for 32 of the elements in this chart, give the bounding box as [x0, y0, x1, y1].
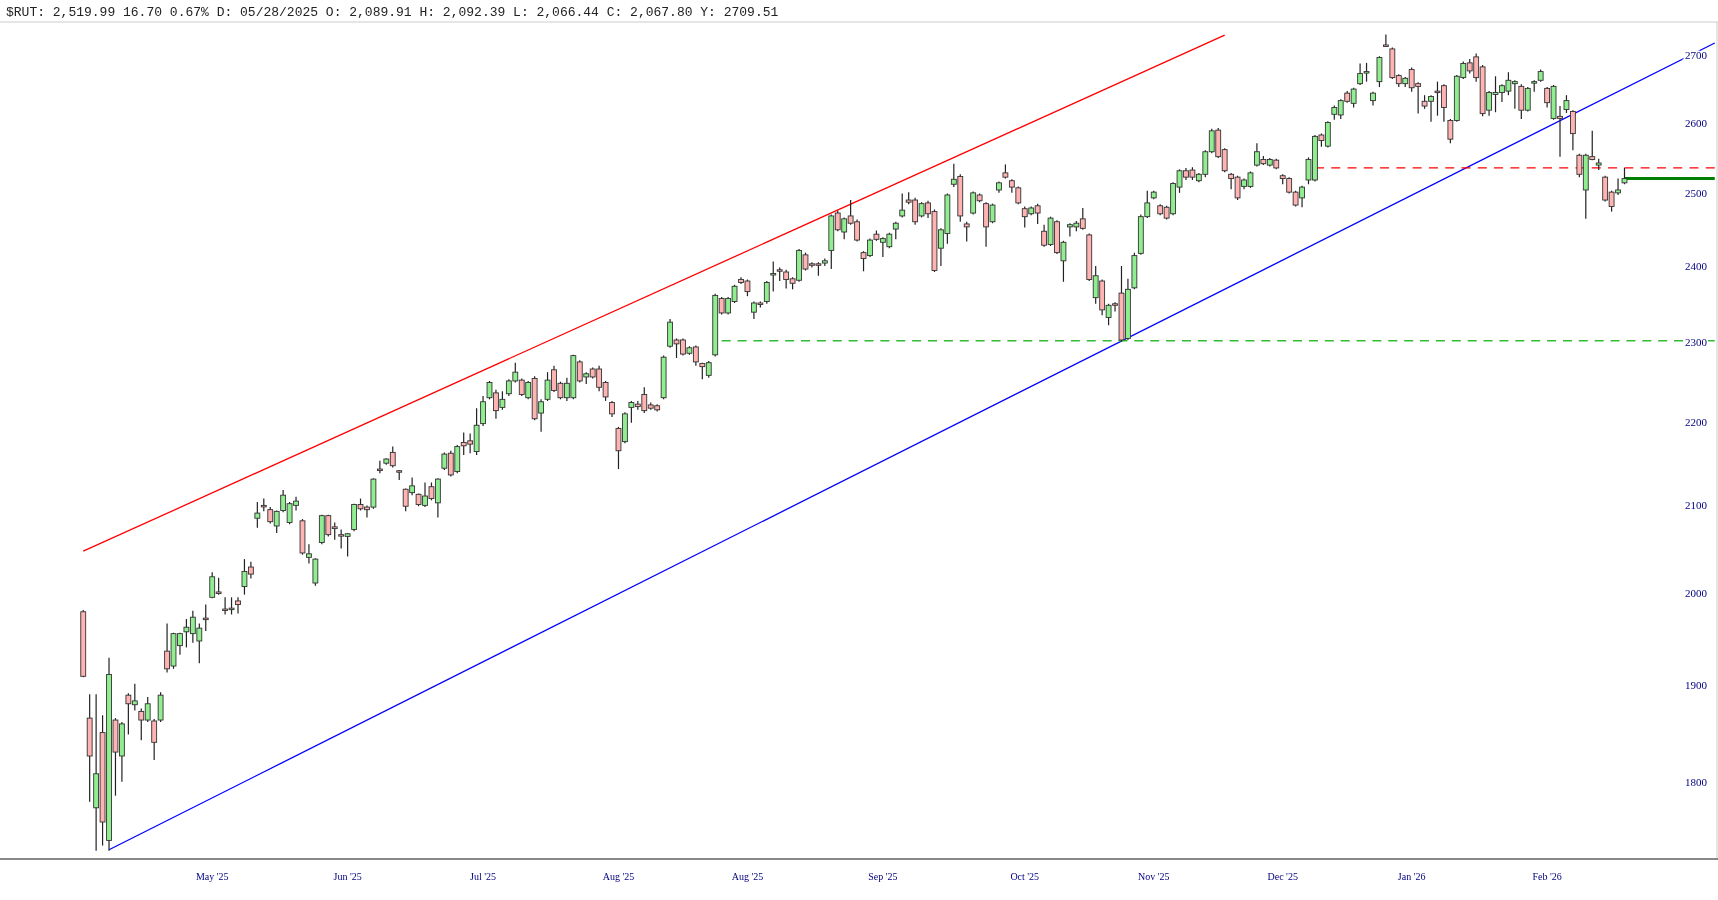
y-tick-label: 2600	[1685, 116, 1708, 129]
candlestick	[235, 596, 241, 615]
x-tick-label: May '25	[195, 871, 229, 882]
candlestick	[1382, 33, 1389, 48]
candlestick	[202, 603, 209, 632]
x-tick-label: Jan '26	[1397, 871, 1426, 882]
y-tick-label: 1800	[1685, 775, 1708, 788]
chart-title: $RUT: 2,519.99 16.70 0.67% D: 05/28/2025 O: 2,089.91 H: 2,092.39 L: 2,066.44 C: 2,067.80 Y: 2709.51	[6, 5, 779, 20]
x-tick-label: Dec '25	[1267, 871, 1298, 882]
x-tick-label: Jul '25	[470, 871, 497, 882]
y-tick-label: 2300	[1685, 336, 1708, 349]
x-tick-label: Jun '25	[333, 871, 362, 882]
x-tick-label: Feb '26	[1532, 871, 1562, 882]
x-tick-label: Nov '25	[1137, 871, 1170, 882]
candlestick	[770, 260, 777, 293]
y-tick-label: 2500	[1685, 186, 1708, 199]
y-tick-label: 2200	[1685, 416, 1708, 428]
x-tick-label: Sep '25	[868, 871, 898, 882]
candlestick	[254, 501, 261, 529]
candlestick	[1570, 109, 1576, 151]
candlestick	[376, 460, 383, 474]
candlestick	[480, 395, 486, 427]
x-tick-label: Aug '25	[731, 871, 764, 882]
y-tick-label: 2400	[1685, 260, 1708, 273]
candlestick	[963, 221, 970, 243]
y-tick-label: 1900	[1685, 678, 1708, 691]
candlestick	[763, 280, 770, 305]
candlestick	[312, 557, 319, 587]
y-tick-label: 2000	[1685, 586, 1708, 599]
y-tick-label: 2100	[1685, 499, 1708, 512]
x-tick-label: Oct '25	[1010, 871, 1040, 882]
x-tick-label: Aug '25	[602, 871, 635, 882]
